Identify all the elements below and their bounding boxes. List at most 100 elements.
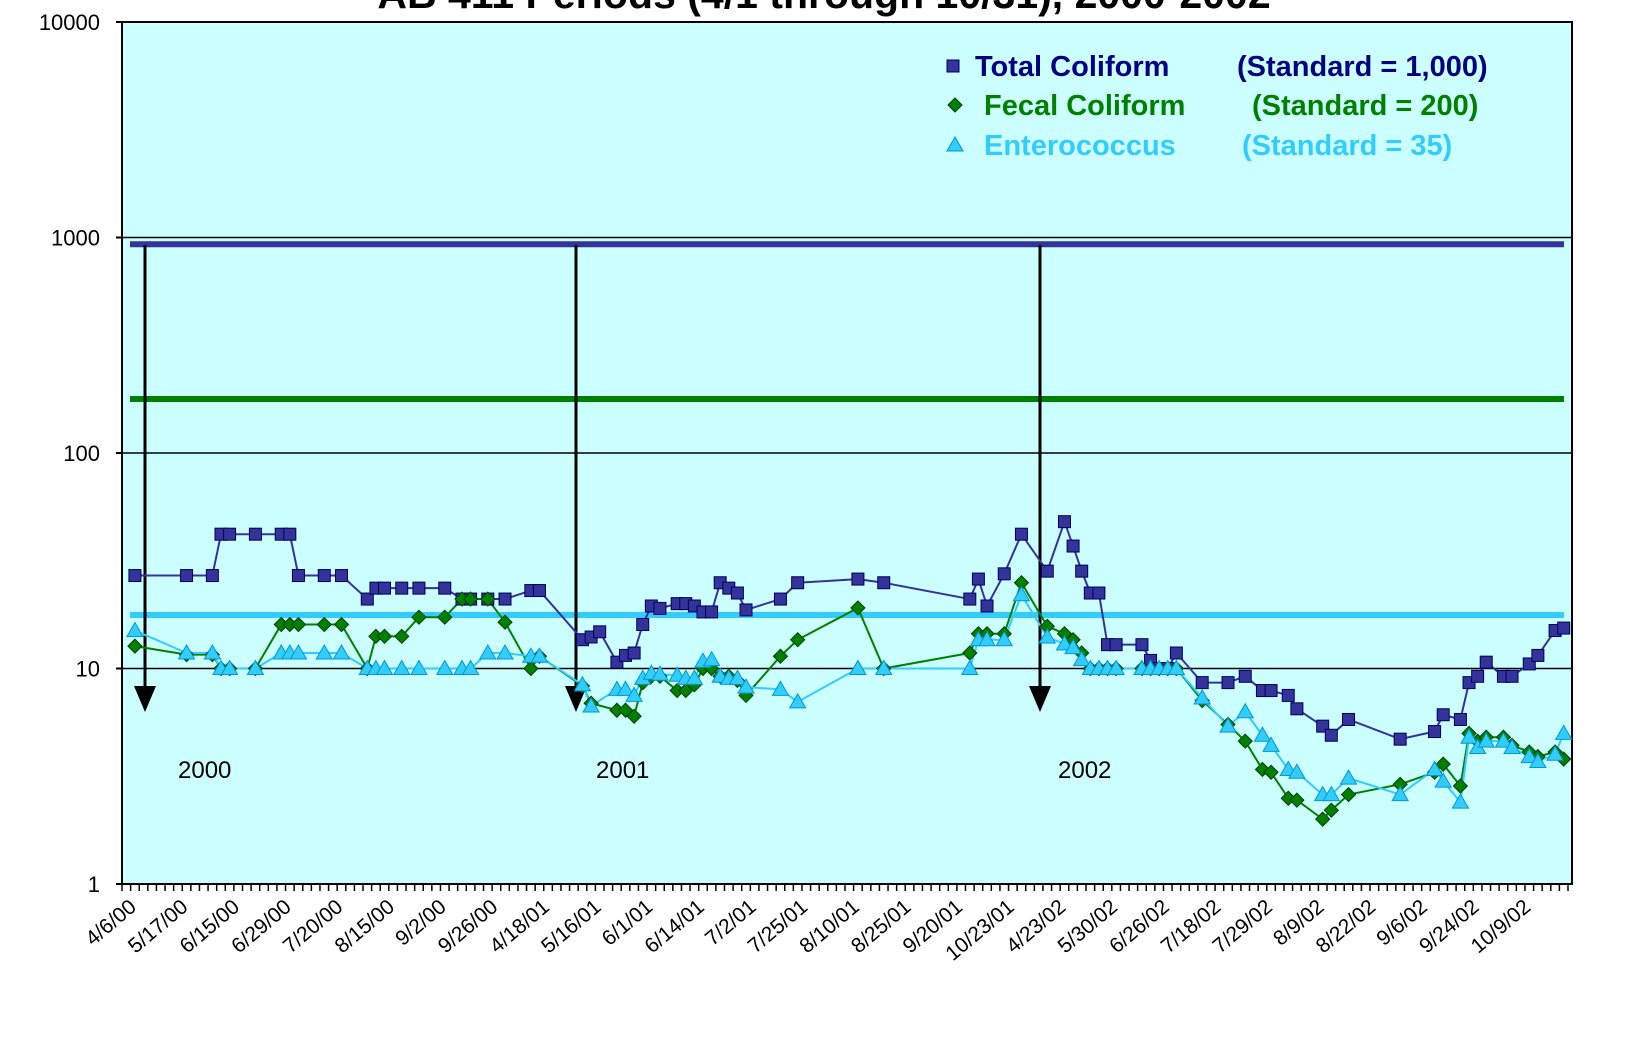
marker	[203, 644, 222, 660]
marker	[532, 584, 546, 598]
marker	[411, 609, 427, 625]
marker	[180, 569, 194, 583]
marker	[573, 675, 592, 692]
legend-marker	[946, 59, 960, 73]
legend-marker	[946, 135, 964, 152]
connector	[1003, 533, 1023, 575]
marker	[220, 659, 239, 675]
marker	[1092, 586, 1106, 600]
marker	[412, 581, 426, 595]
marker	[850, 600, 866, 616]
legend-standard: (Standard = 200)	[1252, 90, 1478, 122]
marker	[246, 659, 265, 675]
marker	[685, 669, 704, 685]
marker	[1193, 688, 1212, 705]
marker	[1238, 669, 1252, 683]
legend-label: Fecal Coliform	[984, 90, 1185, 122]
marker	[316, 616, 332, 633]
marker	[1529, 752, 1547, 769]
marker	[410, 659, 428, 675]
marker	[1281, 688, 1295, 702]
marker	[771, 680, 790, 696]
marker	[874, 659, 893, 675]
marker	[1428, 725, 1442, 739]
marker	[1264, 684, 1278, 698]
annotation: 2002	[1058, 757, 1111, 784]
arrow-head	[1029, 686, 1051, 712]
marker	[877, 576, 891, 590]
marker	[205, 569, 219, 583]
connector	[856, 607, 885, 669]
marker	[394, 628, 410, 645]
marker	[791, 576, 805, 590]
marker	[360, 592, 374, 606]
marker	[1237, 733, 1253, 749]
marker	[1107, 659, 1125, 675]
marker	[283, 527, 297, 541]
marker	[971, 572, 985, 586]
marker	[1324, 728, 1338, 742]
marker	[1322, 785, 1341, 802]
marker	[1254, 761, 1271, 778]
connector	[883, 581, 970, 601]
marker	[248, 527, 262, 541]
marker	[1195, 676, 1209, 690]
connector	[797, 578, 858, 584]
marker	[1342, 712, 1356, 726]
marker	[702, 650, 721, 667]
marker	[1451, 793, 1470, 809]
marker	[1219, 717, 1237, 733]
marker	[1460, 728, 1478, 744]
connector	[797, 607, 859, 641]
marker	[378, 581, 392, 595]
annotation: 2001	[596, 757, 649, 784]
x-tick-label: 10/9/02	[1467, 895, 1535, 958]
marker	[1453, 712, 1467, 726]
marker	[625, 686, 643, 702]
marker	[1253, 726, 1272, 742]
marker	[1531, 648, 1545, 662]
marker	[291, 569, 305, 583]
arrow-head	[134, 686, 156, 712]
marker	[593, 625, 607, 639]
annotation: 2000	[178, 757, 231, 784]
legend-label: Total Coliform	[975, 51, 1169, 83]
marker	[478, 644, 497, 660]
marker	[773, 592, 787, 606]
marker	[1477, 732, 1496, 748]
x-tick-label: 8/22/02	[1312, 895, 1380, 958]
marker	[1289, 792, 1305, 808]
marker	[498, 592, 512, 606]
marker	[653, 601, 667, 615]
marker	[1055, 634, 1074, 651]
marker	[1452, 778, 1469, 794]
marker	[1075, 564, 1089, 578]
marker	[462, 591, 479, 607]
marker	[290, 616, 307, 633]
connector	[1097, 592, 1109, 645]
marker	[333, 616, 350, 633]
connector	[1046, 521, 1066, 572]
marker	[1557, 621, 1571, 635]
chart-title: AB 411 Periods (4/1 through 10/31), 2000…	[377, 0, 1270, 17]
marker	[1012, 585, 1031, 602]
connector	[1348, 783, 1401, 796]
y-tick-label: 100	[63, 441, 100, 466]
marker	[315, 644, 334, 660]
connector	[340, 624, 369, 670]
marker	[789, 632, 806, 648]
marker	[1057, 515, 1071, 529]
connector	[288, 533, 300, 576]
connector	[1348, 718, 1401, 741]
marker	[1040, 564, 1054, 578]
connector	[134, 645, 187, 656]
marker	[128, 569, 142, 583]
marker	[1236, 702, 1255, 719]
marker	[1479, 655, 1493, 669]
marker	[1064, 638, 1082, 655]
marker	[995, 630, 1014, 647]
marker	[334, 569, 348, 583]
connector	[134, 629, 187, 654]
marker	[851, 572, 865, 586]
